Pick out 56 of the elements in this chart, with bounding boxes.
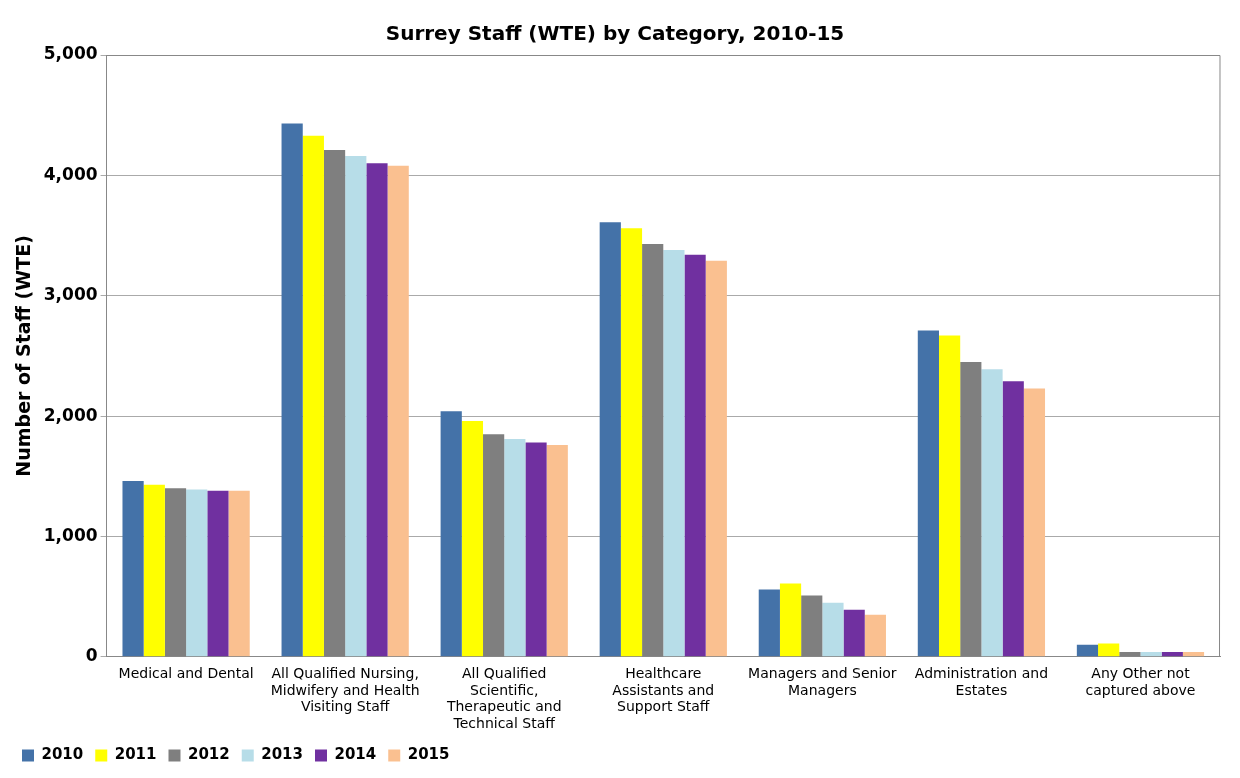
bar	[186, 489, 208, 657]
bar	[981, 369, 1003, 657]
bar	[281, 123, 303, 657]
legend-label: 2015	[407, 745, 450, 764]
bar	[1098, 643, 1120, 657]
y-tick-label: 3,000	[43, 284, 98, 305]
y-tick-label: 4,000	[43, 163, 98, 184]
bar	[228, 490, 250, 657]
bar	[366, 163, 388, 657]
bar	[843, 609, 865, 657]
bar	[779, 583, 802, 657]
legend-label: 2011	[114, 745, 157, 764]
x-tick-label: Healthcare Assistants and Support Staff	[612, 664, 715, 715]
chart-title: Surrey Staff (WTE) by Category, 2010-15	[385, 21, 845, 46]
bar	[302, 135, 324, 657]
bar	[546, 444, 568, 657]
bar	[345, 156, 367, 657]
bar	[207, 490, 229, 657]
legend-label: 2013	[261, 745, 303, 764]
x-tick-label: All Qualified Scientific, Therapeutic and Technical Staff	[445, 664, 562, 732]
bar	[1140, 651, 1162, 657]
bar	[387, 165, 409, 657]
x-tick-label: Managers and Senior Managers	[748, 664, 897, 698]
x-tick-label: All Qualified Nursing, Midwifery and Health Visiting Staff	[270, 664, 420, 715]
y-tick-label: 0	[85, 645, 98, 666]
bar	[663, 249, 685, 657]
bar	[461, 420, 484, 657]
bar	[917, 330, 939, 657]
bar	[620, 228, 643, 657]
bar	[864, 614, 886, 657]
x-tick-label: Medical and Dental	[118, 664, 254, 681]
y-tick-label: 1,000	[43, 524, 98, 545]
bar	[705, 260, 727, 657]
bar	[143, 484, 165, 657]
bar	[1023, 388, 1046, 657]
bar	[440, 411, 462, 657]
bar	[1076, 644, 1099, 657]
bar	[504, 438, 526, 657]
legend-label: 2012	[188, 745, 230, 764]
bar	[1182, 651, 1205, 657]
bar	[599, 222, 621, 657]
legend-label: 2014	[334, 745, 377, 764]
bar	[822, 602, 844, 657]
bar	[525, 442, 547, 657]
bar	[1002, 381, 1024, 657]
bar	[684, 254, 706, 657]
y-axis-title: Number of Staff (WTE)	[12, 235, 35, 477]
x-tick-label: Administration and Estates	[914, 664, 1049, 698]
bar	[938, 335, 961, 657]
legend-label: 2010	[41, 745, 84, 764]
y-tick-label: 5,000	[43, 43, 98, 64]
x-tick-label: Any Other not captured above	[1085, 664, 1196, 698]
bar	[758, 589, 780, 657]
y-tick-label: 2,000	[43, 404, 98, 425]
bar	[1161, 651, 1183, 657]
bar	[122, 481, 144, 657]
